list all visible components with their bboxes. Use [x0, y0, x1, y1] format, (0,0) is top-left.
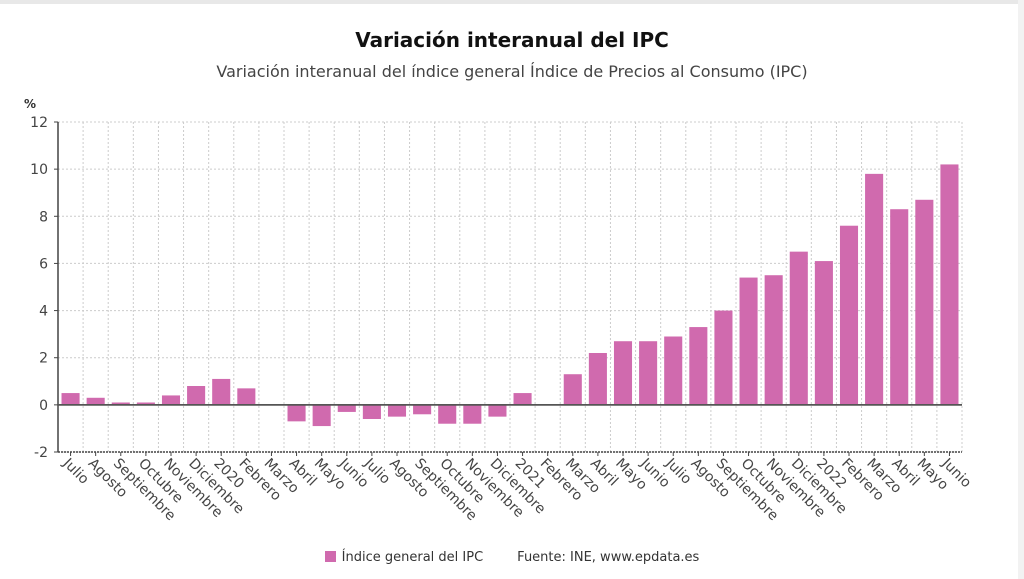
- y-tick-label: 8: [39, 209, 48, 225]
- bar-febrero-31: [839, 225, 859, 405]
- legend: Índice general del IPC Fuente: INE, www.e…: [0, 550, 1024, 565]
- bar-marzo-20: [563, 374, 582, 405]
- chart-title: Variación interanual del IPC: [355, 28, 669, 52]
- bar-diciembre-17: [488, 404, 507, 417]
- bar-septiembre-2: [111, 402, 130, 405]
- y-tick-label: 6: [39, 256, 48, 272]
- y-tick-label: 0: [39, 398, 48, 414]
- legend-series-label: Índice general del IPC: [341, 550, 484, 565]
- x-tick-label: Julio: [59, 455, 92, 488]
- bar-abril-9: [287, 404, 306, 422]
- bar-agosto-13: [387, 404, 407, 417]
- bar-junio-23: [639, 341, 658, 405]
- bar-mayo-10: [312, 404, 331, 427]
- top-border: [0, 0, 1024, 4]
- bar-octubre-3: [136, 402, 155, 405]
- x-tick-labels: JulioAgostoSeptiembreOctubreNoviembreDic…: [59, 455, 974, 524]
- legend-swatch: [324, 551, 336, 562]
- bar-abril-33: [890, 209, 909, 405]
- bar-mayo-34: [915, 199, 934, 405]
- bars: [61, 164, 959, 427]
- bar-junio-35: [940, 164, 959, 405]
- bar-agosto-25: [689, 327, 708, 405]
- bar-octubre-27: [739, 277, 758, 405]
- bar-octubre-15: [438, 404, 457, 424]
- bar-noviembre-4: [161, 395, 181, 405]
- bar-marzo-32: [865, 173, 884, 405]
- bar-septiembre-26: [714, 310, 733, 405]
- bar-mayo-22: [613, 341, 633, 405]
- y-tick-label: -2: [34, 445, 48, 461]
- bar-agosto-1: [86, 397, 105, 405]
- bar-junio-11: [337, 404, 356, 412]
- y-tick-labels: -2 0 2 4 6 8 10 12: [30, 115, 48, 461]
- bar-abril-21: [588, 353, 607, 405]
- bar-julio-0: [61, 393, 80, 405]
- bar-2021-18: [513, 393, 532, 405]
- axes: [54, 121, 962, 456]
- bar-noviembre-28: [764, 275, 783, 405]
- y-tick-label: 10: [30, 162, 48, 178]
- bar-julio-12: [362, 404, 381, 419]
- y-tick-label: 12: [30, 115, 48, 131]
- y-tick-label: 4: [39, 304, 48, 320]
- y-axis-label: %: [24, 97, 36, 111]
- right-border: [1018, 0, 1024, 579]
- bar-septiembre-14: [413, 404, 432, 415]
- bar-febrero-7: [237, 388, 256, 405]
- chart-subtitle: Variación interanual del índice general …: [216, 62, 808, 81]
- source-text: Fuente: INE, www.epdata.es: [517, 550, 700, 565]
- y-tick-label: 2: [39, 351, 48, 367]
- bar-julio-24: [664, 336, 683, 405]
- bar-2022-30: [814, 261, 833, 405]
- bar-2020-6: [212, 378, 231, 405]
- bar-diciembre-29: [789, 251, 808, 405]
- bar-noviembre-16: [463, 404, 482, 424]
- bar-diciembre-5: [187, 386, 206, 405]
